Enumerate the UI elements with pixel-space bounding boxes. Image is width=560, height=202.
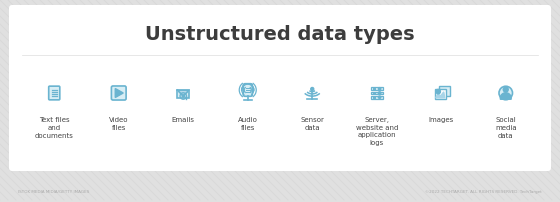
Polygon shape xyxy=(115,88,123,98)
Polygon shape xyxy=(500,93,511,99)
Text: ©2022 TECHTARGET. ALL RIGHTS RESERVED. TechTarget: ©2022 TECHTARGET. ALL RIGHTS RESERVED. T… xyxy=(425,190,542,194)
Text: Unstructured data types: Unstructured data types xyxy=(145,25,415,44)
Text: Sensor
data: Sensor data xyxy=(300,117,324,131)
Text: Audio
files: Audio files xyxy=(238,117,258,131)
FancyBboxPatch shape xyxy=(243,84,253,96)
Text: ISTOK MEDIA MIDIA/GETTY IMAGES: ISTOK MEDIA MIDIA/GETTY IMAGES xyxy=(18,190,90,194)
Circle shape xyxy=(499,86,512,100)
FancyBboxPatch shape xyxy=(371,92,382,94)
FancyBboxPatch shape xyxy=(9,5,551,171)
Circle shape xyxy=(182,95,184,97)
Text: Video
files: Video files xyxy=(109,117,128,131)
FancyBboxPatch shape xyxy=(49,86,60,100)
Text: Emails: Emails xyxy=(172,117,195,123)
Circle shape xyxy=(379,88,381,90)
FancyBboxPatch shape xyxy=(438,86,450,96)
Polygon shape xyxy=(436,92,445,98)
Circle shape xyxy=(379,96,381,98)
Circle shape xyxy=(311,87,314,90)
Polygon shape xyxy=(178,90,189,96)
FancyBboxPatch shape xyxy=(371,96,382,99)
Text: Images: Images xyxy=(428,117,454,123)
Circle shape xyxy=(379,92,381,94)
FancyBboxPatch shape xyxy=(111,86,126,100)
FancyBboxPatch shape xyxy=(178,90,189,98)
Text: Text files
and
documents: Text files and documents xyxy=(35,117,74,139)
Circle shape xyxy=(436,89,440,94)
Circle shape xyxy=(502,86,509,93)
Text: Social
media
data: Social media data xyxy=(495,117,516,139)
Text: Server,
website and
application
logs: Server, website and application logs xyxy=(356,117,398,146)
FancyBboxPatch shape xyxy=(371,87,382,90)
FancyBboxPatch shape xyxy=(435,89,446,99)
